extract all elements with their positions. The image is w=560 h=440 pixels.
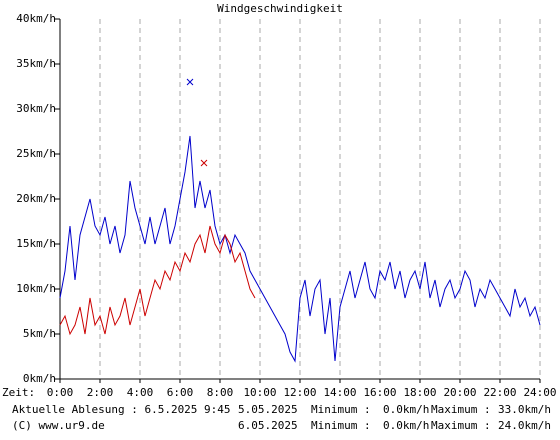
x-tick-label: 16:00 (363, 386, 396, 399)
x-tick-label: 20:00 (443, 386, 476, 399)
x-tick-label: 18:00 (403, 386, 436, 399)
x-tick-label: 12:00 (283, 386, 316, 399)
y-tick-label: 35km/h (16, 57, 56, 70)
series-line (59, 135, 541, 363)
x-tick-label: 24:00 (523, 386, 556, 399)
x-tick-label: 4:00 (127, 386, 154, 399)
max-marker (200, 159, 208, 167)
y-tick-label: 5km/h (23, 327, 56, 340)
legend-max: 33.0km/h (498, 403, 551, 416)
series-line (59, 225, 256, 336)
legend-max: 24.0km/h (498, 419, 551, 432)
max-marker (186, 78, 194, 86)
x-axis-label: Zeit: (2, 386, 35, 399)
x-tick-label: 14:00 (323, 386, 356, 399)
y-tick-label: 30km/h (16, 102, 56, 115)
y-tick-label: 10km/h (16, 282, 56, 295)
legend-min-text: Minimum : (311, 419, 371, 432)
legend-name: 5.05.2025 (238, 403, 298, 416)
reading-text: Aktuelle Ablesung : 6.5.2025 9:45 (12, 403, 231, 416)
y-tick-label: 15km/h (16, 237, 56, 250)
x-tick-label: 0:00 (47, 386, 74, 399)
legend-min: 0.0km/h (383, 403, 429, 416)
y-tick-label: 0km/h (23, 372, 56, 385)
copyright: (C) www.ur9.de (12, 419, 105, 432)
chart-title: Windgeschwindigkeit (217, 2, 343, 15)
x-tick-label: 22:00 (483, 386, 516, 399)
x-tick-label: 6:00 (167, 386, 194, 399)
x-tick-label: 10:00 (243, 386, 276, 399)
x-tick-label: 2:00 (87, 386, 114, 399)
y-tick-label: 25km/h (16, 147, 56, 160)
legend-min-text: Minimum : (311, 403, 371, 416)
legend-name: 6.05.2025 (238, 419, 298, 432)
y-tick-label: 40km/h (16, 12, 56, 25)
legend-max-text: Maximum : (431, 419, 491, 432)
y-tick-label: 20km/h (16, 192, 56, 205)
legend-min: 0.0km/h (383, 419, 429, 432)
x-tick-label: 8:00 (207, 386, 234, 399)
legend-max-text: Maximum : (431, 403, 491, 416)
